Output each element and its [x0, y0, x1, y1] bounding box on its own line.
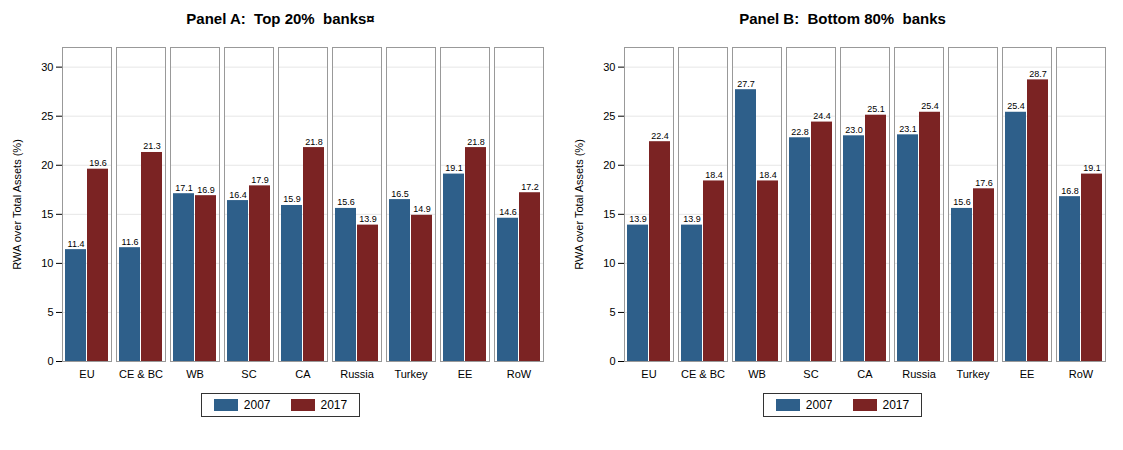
svg-text:17.1: 17.1: [175, 183, 193, 193]
svg-text:10: 10: [603, 257, 615, 269]
html-text:2017: 2017: [882, 398, 910, 412]
svg-text:CE & BC: CE & BC: [681, 368, 725, 380]
svg-text:5: 5: [609, 306, 615, 318]
svg-text:EE: EE: [1020, 368, 1035, 380]
svg-text:RoW: RoW: [1069, 368, 1094, 380]
svg-text:WB: WB: [186, 368, 204, 380]
svg-text:Turkey: Turkey: [394, 368, 428, 380]
svg-text:19.6: 19.6: [89, 158, 107, 168]
svg-text:25.4: 25.4: [921, 101, 939, 111]
svg-text:17.2: 17.2: [521, 182, 539, 192]
html-text:2007: 2007: [805, 398, 833, 412]
svg-text:16.8: 16.8: [1061, 186, 1079, 196]
svg-text:RWA over Total Assets (%): RWA over Total Assets (%): [11, 139, 23, 270]
svg-text:EU: EU: [79, 368, 94, 380]
svg-text:EE: EE: [458, 368, 473, 380]
svg-text:21.8: 21.8: [467, 137, 485, 147]
svg-text:19.1: 19.1: [1083, 163, 1101, 173]
svg-text:0: 0: [609, 355, 615, 367]
svg-text:0: 0: [47, 355, 53, 367]
svg-text:16.4: 16.4: [229, 190, 247, 200]
svg-text:SC: SC: [803, 368, 818, 380]
svg-text:28.7: 28.7: [1029, 69, 1047, 79]
html-text:Panel A: Top 20% banks¤: Panel A: Top 20% banks¤: [186, 10, 375, 27]
svg-text:SC: SC: [241, 368, 256, 380]
svg-text:17.6: 17.6: [975, 178, 993, 188]
svg-text:23.0: 23.0: [845, 125, 863, 135]
svg-text:21.3: 21.3: [143, 141, 161, 151]
svg-text:30: 30: [603, 61, 615, 73]
svg-text:Russia: Russia: [340, 368, 375, 380]
svg-text:Russia: Russia: [902, 368, 937, 380]
html-text:Panel B: Bottom 80% banks: Panel B: Bottom 80% banks: [739, 10, 946, 27]
svg-text:14.6: 14.6: [499, 207, 517, 217]
svg-text:13.9: 13.9: [683, 214, 701, 224]
svg-text:13.9: 13.9: [359, 214, 377, 224]
svg-text:15.6: 15.6: [337, 197, 355, 207]
html-text:2017: 2017: [320, 398, 348, 412]
svg-text:20: 20: [41, 159, 53, 171]
svg-text:RWA over Total Assets (%): RWA over Total Assets (%): [573, 139, 585, 270]
svg-text:16.5: 16.5: [391, 189, 409, 199]
svg-text:20: 20: [603, 159, 615, 171]
svg-text:RoW: RoW: [507, 368, 532, 380]
svg-text:25: 25: [41, 110, 53, 122]
svg-text:25.1: 25.1: [867, 104, 885, 114]
svg-text:30: 30: [41, 61, 53, 73]
svg-text:11.6: 11.6: [122, 237, 139, 247]
svg-text:EU: EU: [641, 368, 656, 380]
svg-text:5: 5: [47, 306, 53, 318]
svg-text:CE & BC: CE & BC: [119, 368, 163, 380]
svg-text:CA: CA: [295, 368, 311, 380]
svg-text:15: 15: [603, 208, 615, 220]
svg-text:13.9: 13.9: [629, 214, 647, 224]
svg-text:15: 15: [41, 208, 53, 220]
svg-text:11.4: 11.4: [68, 239, 85, 249]
svg-text:15.9: 15.9: [283, 194, 301, 204]
svg-text:25.4: 25.4: [1007, 101, 1025, 111]
svg-text:18.4: 18.4: [759, 170, 777, 180]
svg-text:22.8: 22.8: [791, 127, 809, 137]
svg-text:10: 10: [41, 257, 53, 269]
html-text:2007: 2007: [243, 398, 271, 412]
svg-text:WB: WB: [748, 368, 766, 380]
svg-text:15.6: 15.6: [953, 197, 971, 207]
svg-text:19.1: 19.1: [445, 163, 463, 173]
svg-text:27.7: 27.7: [737, 79, 755, 89]
svg-text:17.9: 17.9: [251, 175, 269, 185]
svg-text:14.9: 14.9: [413, 204, 431, 214]
svg-text:18.4: 18.4: [705, 170, 723, 180]
svg-text:23.1: 23.1: [899, 124, 917, 134]
svg-text:22.4: 22.4: [651, 131, 669, 141]
svg-text:CA: CA: [857, 368, 873, 380]
svg-text:25: 25: [603, 110, 615, 122]
svg-text:16.9: 16.9: [197, 185, 215, 195]
svg-text:21.8: 21.8: [305, 137, 323, 147]
svg-text:24.4: 24.4: [813, 111, 831, 121]
svg-text:Turkey: Turkey: [956, 368, 990, 380]
